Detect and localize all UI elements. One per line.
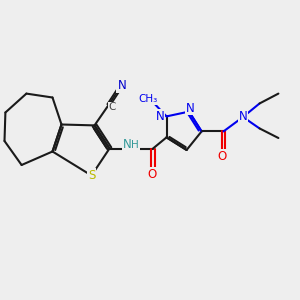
Text: N: N: [117, 79, 126, 92]
Text: C: C: [109, 102, 116, 112]
Text: N: N: [122, 138, 131, 152]
Text: N: N: [238, 110, 247, 124]
Text: CH₃: CH₃: [138, 94, 157, 104]
Text: O: O: [218, 150, 226, 163]
Text: O: O: [147, 167, 156, 181]
Text: N: N: [155, 110, 164, 123]
Text: S: S: [88, 169, 95, 182]
Text: N: N: [186, 101, 195, 115]
Text: H: H: [131, 140, 139, 150]
